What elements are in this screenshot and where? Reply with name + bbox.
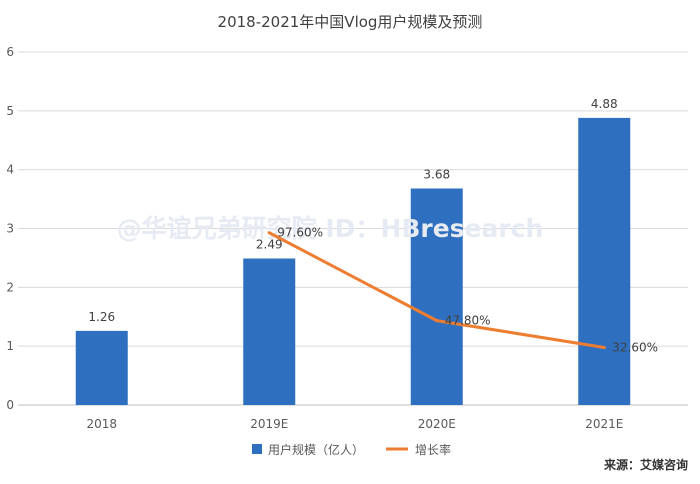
source-note: 来源：艾媒咨询 bbox=[603, 457, 688, 472]
x-tick-label: 2018 bbox=[86, 417, 117, 431]
line-data-labels: 97.60% 47.80% 32.60% bbox=[277, 226, 658, 355]
growth-point bbox=[602, 345, 606, 349]
bar-value-label: 1.26 bbox=[88, 310, 115, 324]
watermark-text: @华谊兄弟研究院 ID：HBresearch bbox=[117, 214, 544, 243]
gridlines bbox=[18, 51, 688, 406]
bar bbox=[243, 258, 296, 405]
bar-data-labels: 1.26 2.49 3.68 4.88 bbox=[88, 97, 617, 324]
legend-label-line: 增长率 bbox=[415, 442, 451, 457]
y-axis: 0 1 2 3 4 5 6 bbox=[6, 45, 14, 412]
legend-swatch-bar bbox=[252, 444, 262, 454]
bar-value-label: 4.88 bbox=[591, 97, 618, 111]
chart-title: 2018-2021年中国Vlog用户规模及预测 bbox=[218, 13, 483, 31]
growth-value-label: 32.60% bbox=[612, 340, 658, 354]
bar bbox=[578, 117, 631, 405]
y-tick-label: 6 bbox=[6, 45, 14, 59]
legend-label-bar: 用户规模（亿人） bbox=[268, 442, 364, 457]
y-tick-label: 3 bbox=[6, 222, 14, 236]
y-tick-label: 0 bbox=[6, 398, 14, 412]
y-tick-label: 2 bbox=[6, 280, 14, 294]
growth-point bbox=[267, 231, 271, 235]
growth-point bbox=[435, 319, 439, 323]
bar bbox=[410, 188, 463, 405]
bar-value-label: 3.68 bbox=[423, 167, 450, 181]
x-tick-label: 2021E bbox=[585, 417, 623, 431]
x-tick-label: 2020E bbox=[418, 417, 456, 431]
bar-series bbox=[75, 117, 631, 405]
y-tick-label: 4 bbox=[6, 163, 14, 177]
x-axis: 2018 2019E 2020E 2021E bbox=[86, 417, 623, 431]
growth-line-series bbox=[267, 231, 606, 349]
growth-value-label: 47.80% bbox=[445, 314, 491, 328]
bar bbox=[75, 330, 128, 405]
growth-value-label: 97.60% bbox=[277, 226, 323, 240]
x-tick-label: 2019E bbox=[250, 417, 288, 431]
bar-value-label: 2.49 bbox=[256, 238, 283, 252]
y-tick-label: 1 bbox=[6, 339, 14, 353]
legend: 用户规模（亿人） 增长率 bbox=[252, 442, 451, 457]
y-tick-label: 5 bbox=[6, 104, 14, 118]
